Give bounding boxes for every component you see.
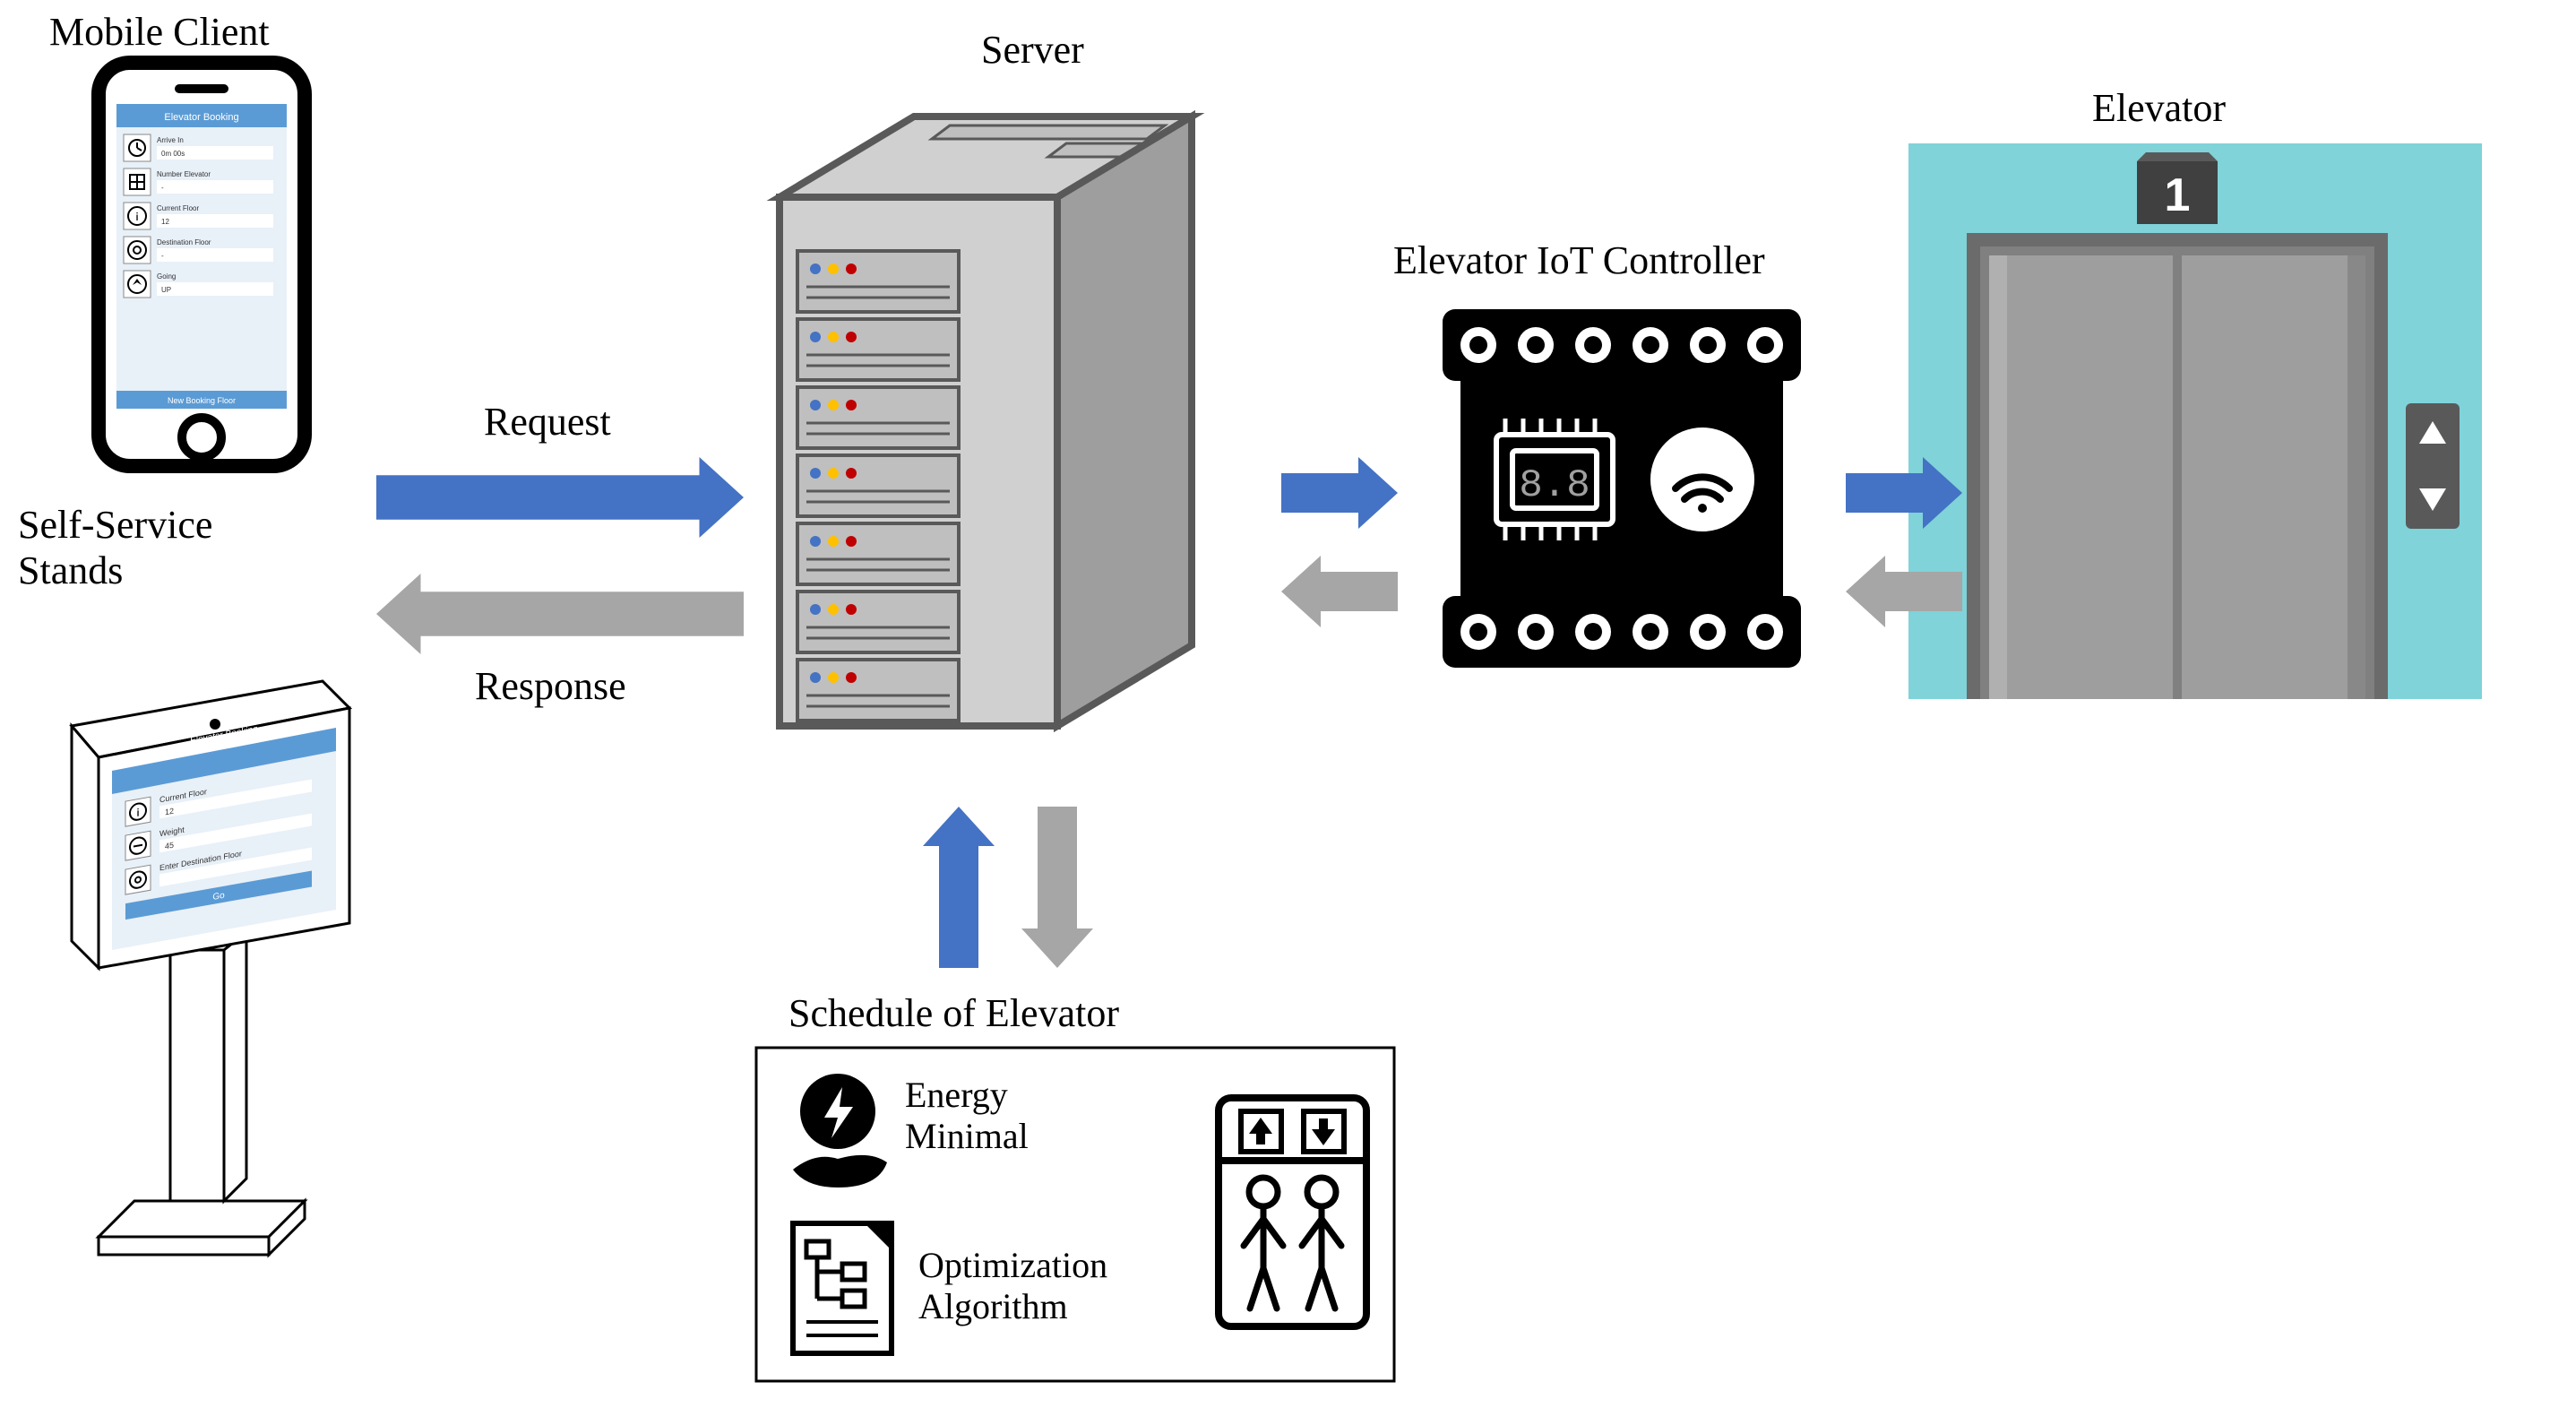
arrows-layer	[0, 0, 2576, 1425]
